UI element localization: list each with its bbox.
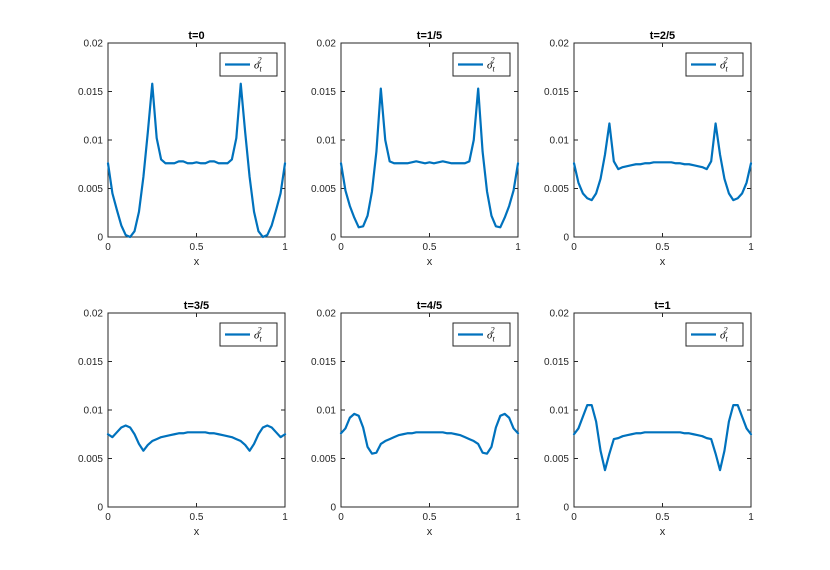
- y-tick-label: 0.02: [84, 39, 104, 50]
- legend: σt2: [452, 322, 511, 347]
- x-tick-label: 0.5: [656, 242, 670, 253]
- x-tick-label: 0: [571, 512, 577, 523]
- legend-label: σt2: [254, 56, 262, 74]
- y-tick-label: 0.015: [78, 357, 103, 368]
- x-tick-label: 0.5: [656, 512, 670, 523]
- x-tick-label: 1: [748, 512, 754, 523]
- x-tick-label: 1: [515, 512, 521, 523]
- x-tick-label: 1: [282, 242, 288, 253]
- y-tick-label: 0.005: [78, 184, 103, 195]
- y-tick-label: 0.015: [544, 87, 569, 98]
- legend-label: σt2: [720, 326, 728, 344]
- y-tick-label: 0.01: [317, 406, 337, 417]
- panel-3: 0 0.005 0.01 0.015 0.02 0 0.5 1 x t=2/5 σt2: [544, 30, 754, 268]
- panel-5: 0 0.005 0.01 0.015 0.02 0 0.5 1 x t=4/5 σt2: [311, 300, 521, 538]
- x-axis-label: x: [194, 526, 200, 538]
- x-tick-label: 0: [105, 242, 111, 253]
- legend-label: σt2: [720, 56, 728, 74]
- panel-title: t=0: [188, 30, 204, 42]
- x-tick-label: 0.5: [190, 512, 204, 523]
- x-axis-label: x: [427, 526, 433, 538]
- series-line: [572, 404, 753, 472]
- y-tick-label: 0.02: [317, 309, 337, 320]
- y-tick-label: 0: [97, 233, 103, 244]
- y-tick-label: 0.015: [311, 87, 336, 98]
- y-tick-label: 0.02: [550, 309, 570, 320]
- x-axis-label: x: [427, 256, 433, 268]
- x-tick-label: 1: [748, 242, 754, 253]
- series-line: [339, 412, 520, 455]
- x-tick-label: 0: [571, 242, 577, 253]
- y-tick-label: 0: [97, 503, 103, 514]
- panel-1: 0 0.005 0.01 0.015 0.02 0 0.5 1 x t=0 σt2: [78, 30, 288, 268]
- legend: σt2: [219, 52, 278, 77]
- series-line: [572, 122, 753, 202]
- series-line: [339, 87, 520, 229]
- legend-label: σt2: [487, 326, 495, 344]
- series-line: [106, 82, 287, 239]
- legend: σt2: [685, 52, 744, 77]
- y-tick-label: 0.005: [78, 454, 103, 465]
- legend-label: σt2: [254, 326, 262, 344]
- y-tick-label: 0.015: [78, 87, 103, 98]
- x-tick-label: 0.5: [190, 242, 204, 253]
- y-tick-label: 0.02: [550, 39, 570, 50]
- y-tick-label: 0.02: [84, 309, 104, 320]
- y-tick-label: 0.005: [311, 184, 336, 195]
- panel-title: t=1/5: [417, 30, 442, 42]
- x-axis-label: x: [660, 526, 666, 538]
- panel-title: t=2/5: [650, 30, 675, 42]
- legend: σt2: [452, 52, 511, 77]
- x-tick-label: 0.5: [423, 512, 437, 523]
- x-tick-label: 0.5: [423, 242, 437, 253]
- legend-label: σt2: [487, 56, 495, 74]
- x-axis-label: x: [194, 256, 200, 268]
- y-tick-label: 0.02: [317, 39, 337, 50]
- y-tick-label: 0.005: [311, 454, 336, 465]
- x-tick-label: 0: [338, 242, 344, 253]
- y-tick-label: 0: [563, 503, 569, 514]
- x-axis-label: x: [660, 256, 666, 268]
- y-tick-label: 0.015: [544, 357, 569, 368]
- legend: σt2: [685, 322, 744, 347]
- x-tick-label: 0: [105, 512, 111, 523]
- x-tick-label: 1: [282, 512, 288, 523]
- y-tick-label: 0.015: [311, 357, 336, 368]
- series-line: [106, 424, 287, 452]
- panel-2: 0 0.005 0.01 0.015 0.02 0 0.5 1 x t=1/5 σt2: [311, 30, 521, 268]
- y-tick-label: 0.01: [550, 136, 570, 147]
- y-tick-label: 0: [563, 233, 569, 244]
- panel-title: t=4/5: [417, 300, 442, 312]
- y-tick-label: 0.01: [550, 406, 570, 417]
- y-tick-label: 0: [330, 503, 336, 514]
- y-tick-label: 0.01: [84, 136, 104, 147]
- x-tick-label: 0: [338, 512, 344, 523]
- y-tick-label: 0: [330, 233, 336, 244]
- panel-4: 0 0.005 0.01 0.015 0.02 0 0.5 1 x t=3/5 σt2: [78, 300, 288, 538]
- panel-title: t=1: [654, 300, 670, 312]
- panel-title: t=3/5: [184, 300, 209, 312]
- legend: σt2: [219, 322, 278, 347]
- y-tick-label: 0.01: [84, 406, 104, 417]
- x-tick-label: 1: [515, 242, 521, 253]
- y-tick-label: 0.005: [544, 184, 569, 195]
- y-tick-label: 0.005: [544, 454, 569, 465]
- y-tick-label: 0.01: [317, 136, 337, 147]
- panel-6: 0 0.005 0.01 0.015 0.02 0 0.5 1 x t=1 σt2: [544, 300, 754, 538]
